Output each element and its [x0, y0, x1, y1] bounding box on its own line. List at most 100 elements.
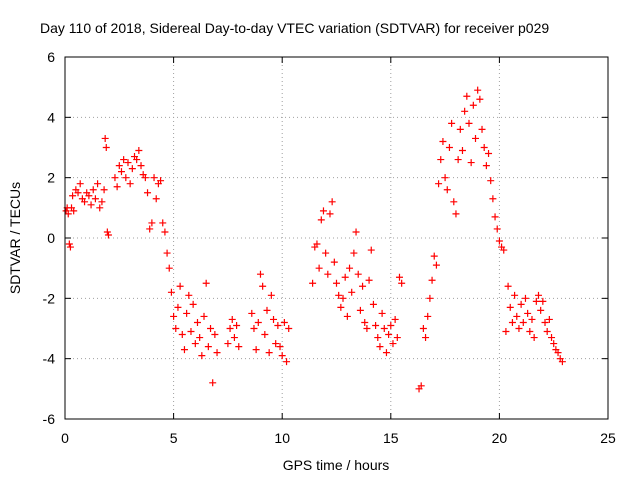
data-point [369, 300, 377, 308]
data-point [454, 156, 462, 164]
data-point [443, 186, 451, 194]
data-point [343, 312, 351, 320]
data-point [267, 291, 275, 299]
data-point [113, 183, 121, 191]
data-point [363, 325, 371, 332]
y-axis-label: SDTVAR / TECUs [7, 182, 23, 294]
data-point [469, 101, 477, 109]
data-point [502, 328, 510, 336]
series-seg9 [502, 282, 566, 366]
data-point [126, 180, 134, 188]
data-point [422, 334, 430, 342]
data-point [352, 228, 360, 236]
data-point [111, 174, 119, 182]
data-point [274, 321, 282, 329]
y-tick-label: -4 [43, 351, 56, 367]
data-point [170, 312, 178, 320]
data-point [317, 216, 325, 224]
data-point [167, 288, 175, 296]
data-point [211, 331, 219, 339]
data-point [558, 358, 566, 366]
data-point [85, 192, 93, 200]
data-point [537, 306, 545, 314]
plot-frame [64, 56, 609, 420]
data-point [428, 276, 436, 284]
data-point [372, 321, 380, 329]
data-point [76, 180, 84, 188]
data-point [224, 340, 232, 348]
data-point [285, 325, 293, 332]
data-point [176, 282, 184, 290]
data-point [489, 195, 497, 203]
data-point [550, 340, 558, 348]
data-point [445, 144, 453, 151]
data-point [254, 318, 262, 326]
data-point [472, 134, 480, 142]
data-point [521, 294, 529, 302]
data-point [65, 240, 73, 248]
data-point [89, 186, 97, 194]
data-point [91, 195, 99, 203]
data-point [506, 303, 514, 311]
data-point [66, 243, 74, 251]
series-seg3 [111, 147, 167, 233]
data-point [133, 156, 141, 164]
data-point [263, 306, 271, 314]
data-point [554, 349, 562, 357]
y-tick-label: -2 [43, 290, 56, 306]
series-seg4 [161, 228, 221, 387]
data-point [322, 249, 330, 257]
data-point [398, 279, 406, 287]
data-points [62, 86, 566, 393]
data-point [103, 228, 111, 236]
data-point [144, 189, 152, 197]
data-point [387, 321, 395, 329]
data-point [161, 228, 169, 236]
series-seg7 [309, 198, 406, 357]
data-point [426, 294, 434, 302]
data-point [178, 331, 186, 339]
data-point [233, 321, 241, 329]
data-point [330, 258, 338, 266]
data-point [252, 346, 260, 354]
data-point [191, 340, 199, 348]
data-point [495, 237, 503, 245]
data-point [354, 270, 362, 278]
y-tick-label: 6 [47, 49, 55, 65]
data-point [365, 276, 373, 284]
data-point [209, 379, 217, 387]
data-point [324, 270, 332, 278]
data-point [248, 309, 256, 317]
data-point [532, 297, 540, 305]
data-point [478, 125, 486, 133]
data-point [185, 291, 193, 299]
data-point [102, 144, 110, 151]
data-point [115, 162, 123, 170]
data-point [226, 325, 234, 332]
data-point [374, 334, 382, 342]
data-point [456, 125, 464, 133]
data-point [463, 92, 471, 100]
data-point [148, 219, 156, 227]
data-point [270, 315, 278, 323]
data-point [417, 382, 425, 390]
data-point [437, 156, 445, 164]
data-point [528, 315, 536, 323]
data-point [228, 315, 236, 323]
data-point [117, 168, 125, 176]
data-point [346, 264, 354, 272]
data-point [309, 279, 317, 287]
data-point [500, 246, 508, 254]
data-point [541, 318, 549, 326]
y-tick-label: 0 [47, 230, 55, 246]
data-point [259, 282, 267, 290]
data-point [548, 334, 556, 342]
data-point [504, 282, 512, 290]
x-axis-label: GPS time / hours [283, 457, 390, 473]
data-point [165, 264, 173, 272]
data-point [543, 328, 551, 336]
data-point [230, 334, 238, 342]
data-point [128, 165, 136, 173]
data-point [480, 144, 488, 151]
